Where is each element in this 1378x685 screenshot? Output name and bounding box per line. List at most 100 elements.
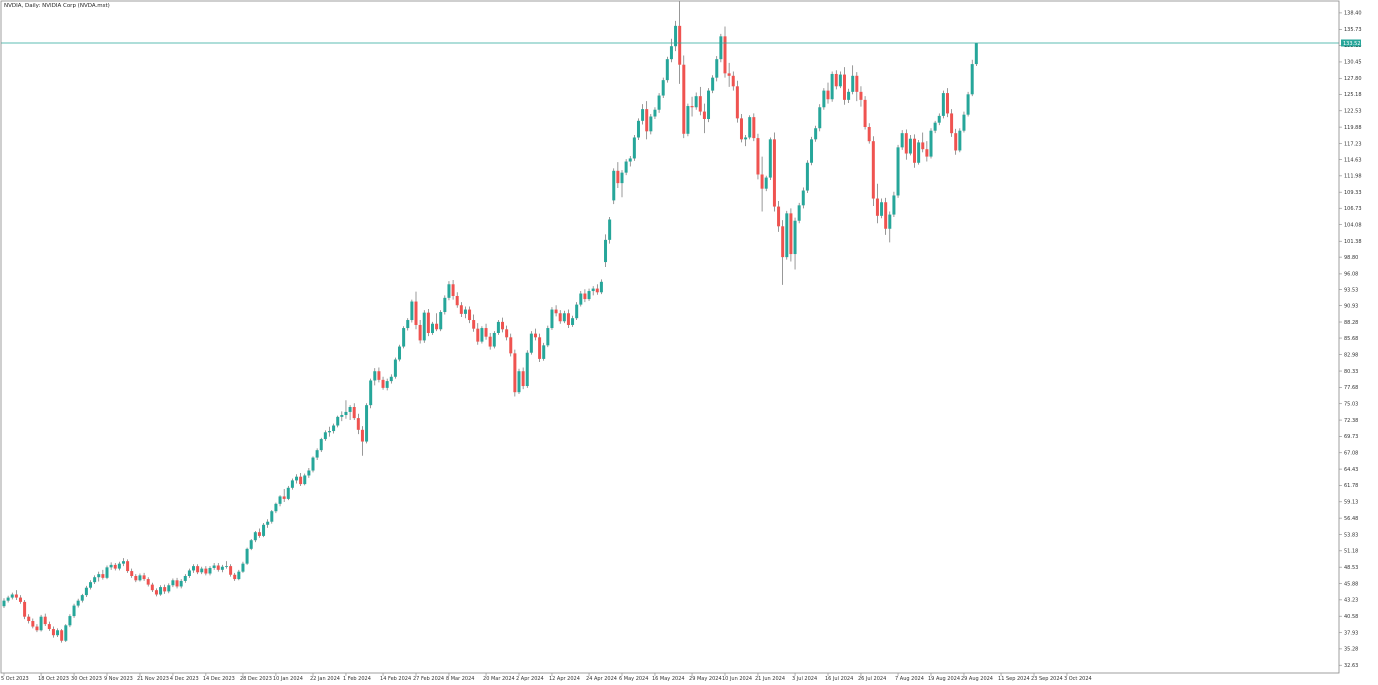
candle[interactable] bbox=[546, 325, 550, 348]
candle[interactable] bbox=[463, 306, 467, 319]
candle[interactable] bbox=[266, 519, 270, 528]
candle[interactable] bbox=[97, 571, 101, 582]
candle[interactable] bbox=[945, 88, 949, 118]
candle[interactable] bbox=[402, 326, 406, 349]
candle[interactable] bbox=[513, 349, 517, 397]
candle[interactable] bbox=[587, 288, 591, 301]
candle[interactable] bbox=[571, 315, 575, 327]
candle[interactable] bbox=[595, 284, 599, 295]
candle[interactable] bbox=[550, 307, 554, 330]
candle[interactable] bbox=[348, 405, 352, 420]
candle[interactable] bbox=[793, 217, 797, 270]
candle[interactable] bbox=[307, 468, 311, 478]
candle[interactable] bbox=[517, 368, 521, 395]
candle[interactable] bbox=[6, 595, 10, 603]
candle[interactable] bbox=[818, 104, 822, 132]
candle[interactable] bbox=[60, 629, 64, 643]
candle[interactable] bbox=[389, 374, 393, 384]
candle[interactable] bbox=[303, 473, 307, 486]
candle[interactable] bbox=[68, 614, 72, 628]
candle[interactable] bbox=[917, 139, 921, 165]
candle[interactable] bbox=[558, 310, 562, 324]
candle[interactable] bbox=[764, 175, 768, 192]
candle[interactable] bbox=[192, 564, 196, 573]
candle[interactable] bbox=[834, 70, 838, 90]
candle[interactable] bbox=[913, 134, 917, 168]
candle[interactable] bbox=[117, 561, 121, 571]
candle[interactable] bbox=[908, 135, 912, 156]
candle[interactable] bbox=[814, 125, 818, 142]
candle[interactable] bbox=[443, 295, 447, 315]
candle[interactable] bbox=[785, 210, 789, 260]
candle[interactable] bbox=[855, 72, 859, 102]
candle[interactable] bbox=[888, 211, 892, 243]
candle[interactable] bbox=[488, 332, 492, 350]
candle[interactable] bbox=[126, 559, 130, 573]
candle[interactable] bbox=[805, 160, 809, 193]
candle[interactable] bbox=[880, 198, 884, 219]
candle[interactable] bbox=[509, 333, 513, 357]
candle[interactable] bbox=[789, 208, 793, 262]
candle[interactable] bbox=[249, 538, 253, 551]
candle[interactable] bbox=[682, 55, 686, 139]
candle[interactable] bbox=[253, 530, 257, 543]
candle[interactable] bbox=[533, 328, 537, 341]
candle[interactable] bbox=[282, 489, 286, 502]
candle[interactable] bbox=[480, 326, 484, 344]
candle[interactable] bbox=[105, 565, 109, 580]
candle[interactable] bbox=[826, 82, 830, 104]
candle[interactable] bbox=[159, 585, 163, 596]
candle[interactable] bbox=[496, 320, 500, 335]
candle[interactable] bbox=[950, 109, 954, 137]
candle[interactable] bbox=[620, 170, 624, 198]
candle[interactable] bbox=[937, 113, 941, 126]
candle[interactable] bbox=[212, 563, 216, 570]
candle[interactable] bbox=[319, 437, 323, 453]
candle[interactable] bbox=[23, 600, 27, 620]
candle[interactable] bbox=[323, 430, 327, 441]
candle[interactable] bbox=[966, 91, 970, 117]
candle[interactable] bbox=[954, 128, 958, 155]
candle[interactable] bbox=[674, 20, 678, 52]
candle[interactable] bbox=[756, 133, 760, 180]
candle[interactable] bbox=[711, 75, 715, 94]
candle[interactable] bbox=[179, 579, 183, 589]
candle[interactable] bbox=[47, 621, 51, 631]
candle[interactable] bbox=[632, 135, 636, 161]
candle[interactable] bbox=[892, 191, 896, 218]
candle[interactable] bbox=[27, 614, 31, 624]
candle[interactable] bbox=[274, 502, 278, 514]
candle[interactable] bbox=[447, 281, 451, 301]
candle[interactable] bbox=[962, 111, 966, 133]
candle[interactable] bbox=[847, 88, 851, 103]
candle[interactable] bbox=[649, 114, 653, 135]
candle[interactable] bbox=[109, 562, 113, 570]
candle[interactable] bbox=[381, 376, 385, 390]
candle[interactable] bbox=[904, 129, 908, 160]
candle[interactable] bbox=[290, 478, 294, 490]
candle[interactable] bbox=[163, 584, 167, 594]
candle[interactable] bbox=[208, 566, 212, 576]
candle[interactable] bbox=[377, 367, 381, 383]
candle[interactable] bbox=[867, 123, 871, 144]
candle[interactable] bbox=[723, 26, 727, 78]
candle[interactable] bbox=[14, 590, 18, 601]
candle[interactable] bbox=[220, 564, 224, 573]
candle[interactable] bbox=[430, 321, 434, 335]
candle[interactable] bbox=[624, 159, 628, 176]
candle[interactable] bbox=[51, 626, 55, 638]
candle[interactable] bbox=[356, 413, 360, 435]
candle[interactable] bbox=[810, 136, 814, 166]
candle[interactable] bbox=[604, 234, 608, 267]
candle[interactable] bbox=[538, 333, 542, 362]
candle[interactable] bbox=[686, 103, 690, 137]
candle[interactable] bbox=[871, 136, 875, 206]
candle[interactable] bbox=[653, 107, 657, 119]
candle[interactable] bbox=[501, 317, 505, 333]
candle[interactable] bbox=[311, 456, 315, 473]
candle[interactable] bbox=[921, 132, 925, 153]
candle[interactable] bbox=[229, 564, 233, 577]
candle[interactable] bbox=[315, 448, 319, 461]
candle[interactable] bbox=[299, 472, 303, 486]
candle[interactable] bbox=[336, 415, 340, 428]
